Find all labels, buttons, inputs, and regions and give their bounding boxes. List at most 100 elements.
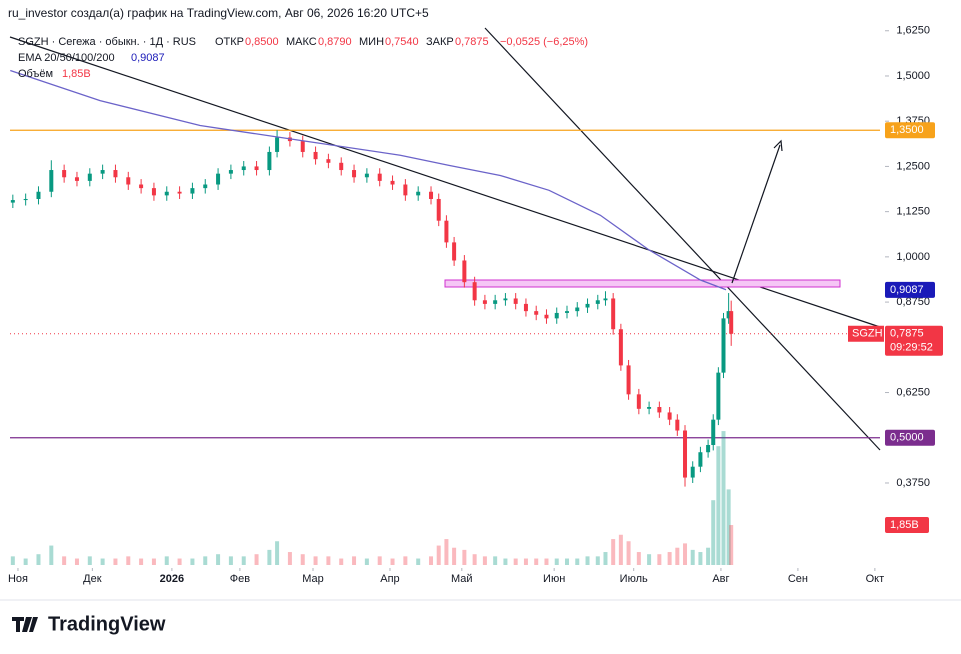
volume-bar [36,554,41,565]
candle-body [585,303,590,308]
volume-bar [313,556,318,565]
candle-body [203,184,208,189]
volume-bar [100,558,105,565]
trend-line [484,27,881,451]
volume-bar [554,558,559,565]
x-tick-label: Авг [712,573,729,585]
candle-body [564,311,569,313]
volume-value: 1,85B [62,68,91,80]
volume-bar [390,558,395,565]
volume-bar [74,558,79,565]
candle-body [534,311,539,315]
volume-bar [482,556,487,565]
volume-bar [403,556,408,565]
volume-bar [534,558,539,565]
volume-bar [585,556,590,565]
price-badge [885,429,935,446]
close-value: 0,7875 [455,36,489,48]
candle-body [452,242,457,261]
x-tick-label: Мар [302,573,324,585]
candle-body [403,184,408,196]
volume-bar [636,552,641,565]
volume-bar [503,558,508,565]
volume-bar [190,558,195,565]
volume-bar [300,554,305,565]
volume-bar [87,556,92,565]
candle-body [177,191,182,194]
candle-body [482,300,487,304]
ema-value: 0,9087 [131,52,165,64]
volume-bar [452,547,457,565]
candle-body [436,198,441,221]
volume-bar [429,556,434,565]
y-tick-label: 1,5000 [896,70,930,82]
volume-bar [352,556,357,565]
low-value: 0,7540 [385,36,419,48]
candle-body [216,173,221,185]
candle-body [74,177,79,181]
candle-body [100,170,105,174]
candle-body [716,372,721,420]
candle-body [275,137,280,152]
candle-body [62,170,67,178]
arrow-head [773,139,783,152]
candle-body [647,407,652,409]
candle-body [493,300,498,304]
volume-bar [10,556,15,565]
low-label: МИН [359,36,384,48]
candle-body [326,159,331,163]
open-value: 0,8500 [245,36,279,48]
price-badge [885,122,935,139]
volume-bar [618,534,623,565]
last-price-label: 0,7875 [890,328,924,340]
candle-body [657,407,662,413]
volume-bar [690,549,695,565]
attribution: ru_investor создал(а) график на TradingV… [8,6,429,20]
volume-bar [139,558,144,565]
candle-body [254,166,259,171]
candle-body [721,318,726,373]
candle-body [575,307,580,312]
last-price-badge [885,325,943,356]
volume-bar [228,556,233,565]
volume-bar [667,552,672,565]
candle-body [377,173,382,181]
volume-bar [339,558,344,565]
forecast-arrow [731,144,781,284]
x-tick-label: Дек [83,573,102,585]
volume-badge-label: 1,85B [890,519,919,531]
volume-bar [241,556,246,565]
volume-bar [23,558,28,565]
volume-bar [626,541,631,565]
x-tick-label: Май [451,573,473,585]
candle-body [698,452,703,467]
symbol-badge-label: SGZH [852,328,883,340]
volume-bar [564,558,569,565]
candle-body [503,298,508,301]
candle-body [462,260,467,283]
candle-body [416,191,421,196]
candle-body [706,444,711,453]
y-tick-label: 1,6250 [896,25,930,37]
candle-body [23,198,28,201]
candle-body [126,177,131,185]
volume-bar [513,558,518,565]
candle-body [675,419,680,431]
x-tick-label: Фев [230,573,250,585]
volume-badge [885,517,929,534]
volume-bar [698,552,703,565]
volume-bar [267,549,272,565]
symbol: SGZH · Сегежа · обыкн. · 1Д · RUS [18,36,196,48]
candle-body [151,188,156,196]
trend-line [9,36,881,328]
price-badge [885,281,935,298]
change-value: −0,0525 (−6,25%) [500,36,588,48]
open-label: ОТКР [215,36,244,48]
volume-bar [575,558,580,565]
x-tick-label: Апр [380,573,399,585]
volume-bar [444,539,449,565]
volume-bar [203,556,208,565]
candle-body [523,303,528,312]
candle-body [444,220,449,243]
candle-body [554,312,559,319]
